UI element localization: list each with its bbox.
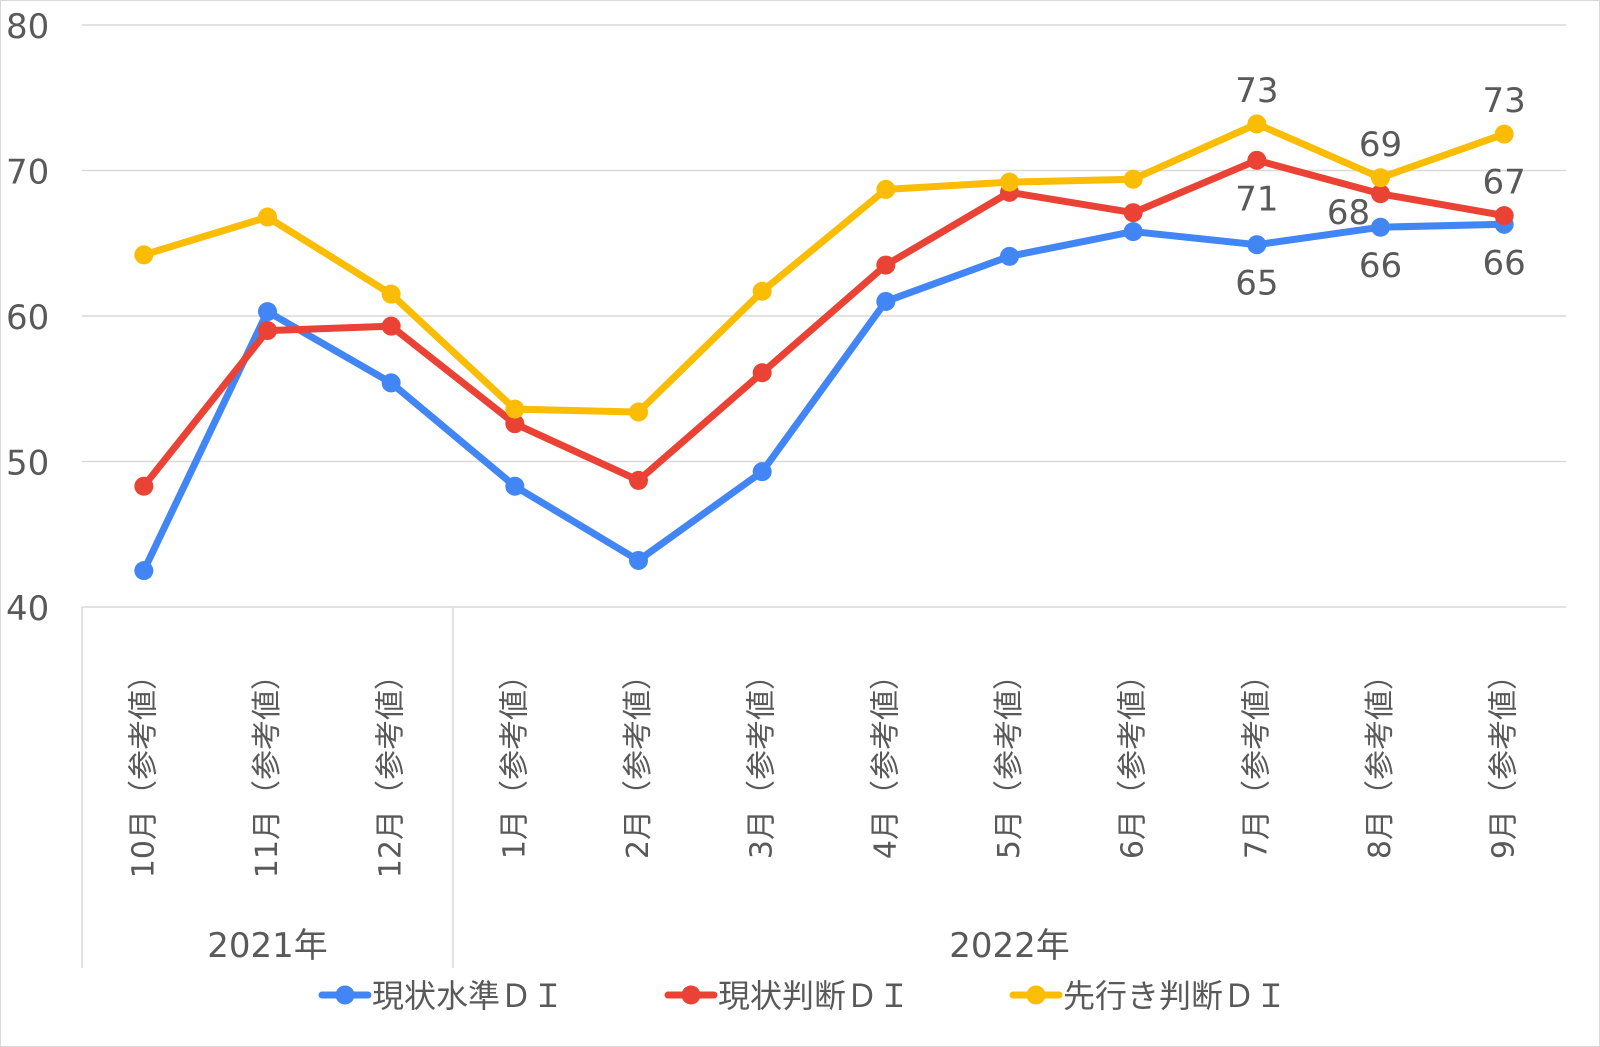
x-tick-label: 8月（参考値）	[1363, 660, 1398, 859]
data-point	[1371, 168, 1390, 188]
data-label: 71	[1235, 179, 1278, 219]
legend-label: 現状水準ＤＩ	[372, 977, 564, 1015]
data-point	[134, 561, 154, 581]
data-point	[752, 462, 772, 482]
x-tick-label: 7月（参考値）	[1239, 660, 1274, 859]
data-point	[876, 291, 896, 311]
data-point	[134, 245, 154, 265]
data-point	[752, 281, 772, 301]
data-point	[381, 284, 401, 304]
data-point	[505, 476, 525, 496]
data-point	[1123, 169, 1143, 189]
data-label: 69	[1359, 125, 1402, 165]
data-point	[629, 402, 648, 422]
legend-swatch-marker	[1026, 985, 1046, 1005]
legend-swatch-marker	[681, 985, 701, 1005]
data-point	[505, 414, 525, 434]
data-point	[1247, 150, 1267, 170]
y-tick-label: 60	[6, 298, 49, 338]
y-tick-label: 70	[6, 153, 49, 193]
data-label: 73	[1483, 81, 1526, 121]
data-point	[876, 179, 896, 199]
data-point	[381, 316, 401, 336]
x-tick-label: 1月（参考値）	[497, 660, 532, 859]
data-point	[505, 399, 525, 419]
data-point	[1000, 172, 1019, 192]
legend-label: 現状判断ＤＩ	[718, 977, 910, 1015]
data-point	[258, 302, 277, 322]
data-point	[629, 470, 648, 490]
data-point	[258, 207, 277, 227]
x-tick-label: 11月（参考値）	[250, 660, 285, 878]
x-tick-label: 12月（参考値）	[374, 660, 409, 878]
y-tick-label: 50	[6, 444, 49, 484]
data-point	[1123, 203, 1143, 223]
data-point	[258, 321, 277, 341]
data-point	[1123, 222, 1143, 242]
data-point	[1247, 235, 1267, 255]
data-label: 73	[1235, 71, 1278, 111]
data-label: 66	[1483, 243, 1526, 283]
data-point	[134, 476, 154, 496]
series-line	[140, 220, 1508, 575]
x-tick-label: 5月（参考値）	[992, 660, 1027, 859]
data-point	[1494, 206, 1514, 226]
x-tick-label: 9月（参考値）	[1487, 660, 1522, 859]
x-tick-label: 6月（参考値）	[1116, 660, 1151, 859]
data-point	[629, 550, 648, 570]
series-line	[140, 120, 1508, 416]
legend-label: 先行き判断ＤＩ	[1063, 977, 1287, 1015]
year-group-label: 2022年	[949, 926, 1070, 966]
data-label: 65	[1235, 264, 1278, 304]
data-label: 66	[1359, 246, 1402, 286]
data-point	[1371, 184, 1390, 204]
series-line	[140, 156, 1508, 490]
data-label: 67	[1483, 163, 1526, 203]
x-tick-label: 3月（参考値）	[745, 660, 780, 859]
legend-swatch-marker	[335, 985, 355, 1005]
data-point	[876, 255, 896, 275]
data-point	[381, 373, 401, 393]
year-group-label: 2021年	[207, 926, 328, 966]
x-tick-label: 4月（参考値）	[868, 660, 903, 859]
data-point	[1000, 246, 1019, 266]
y-tick-label: 80	[6, 7, 49, 47]
data-point	[752, 363, 772, 383]
y-tick-label: 40	[6, 589, 49, 629]
data-point	[1494, 124, 1514, 144]
x-tick-label: 10月（参考値）	[126, 660, 161, 878]
x-tick-label: 2月（参考値）	[621, 660, 656, 859]
data-label: 68	[1327, 193, 1370, 233]
data-point	[1247, 114, 1267, 134]
data-point	[1371, 217, 1390, 237]
